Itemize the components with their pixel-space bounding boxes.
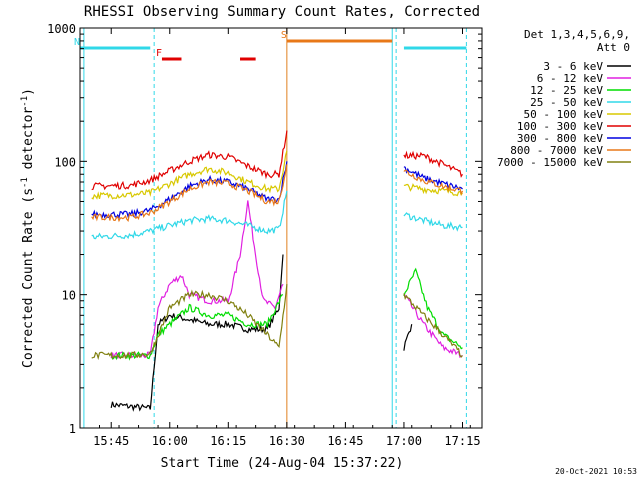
- series-line: [403, 150, 464, 178]
- legend-label: 25 - 50 keV: [530, 96, 603, 109]
- y-axis-label-exponent-2: -1: [20, 96, 30, 107]
- series-line: [403, 293, 463, 358]
- legend-label: 100 - 300 keV: [517, 120, 603, 133]
- series-line: [91, 190, 288, 240]
- legend-detectors: Det 1,3,4,5,6,9,: [524, 28, 630, 41]
- y-axis-label-exponent-1: -1: [20, 177, 30, 188]
- y-axis-label-close: ): [21, 88, 36, 96]
- y-tick-label: 10: [62, 289, 76, 303]
- legend-label: 3 - 6 keV: [543, 60, 603, 73]
- series-line: [403, 267, 463, 350]
- legend-label: 300 - 800 keV: [517, 132, 603, 145]
- y-axis-label-main: Corrected Count Rate (s: [21, 188, 36, 368]
- x-axis-label: Start Time (24-Aug-04 15:37:22): [161, 456, 404, 471]
- series-line: [403, 169, 464, 196]
- y-axis-label-unit: detector: [21, 107, 36, 178]
- y-axis-ticks: 1 10 100 1000: [47, 22, 482, 436]
- data-series: [91, 130, 464, 412]
- series-line: [403, 324, 413, 351]
- legend-attenuator: Att 0: [597, 41, 630, 54]
- x-tick-label: 16:30: [269, 434, 305, 448]
- series-line: [403, 212, 463, 232]
- x-tick-label: 16:45: [327, 434, 363, 448]
- y-tick-label: 1000: [47, 22, 76, 36]
- x-tick-label: 16:00: [152, 434, 188, 448]
- series-line: [403, 183, 463, 197]
- series-line: [91, 130, 288, 191]
- generated-timestamp: 20-Oct-2021 10:53: [555, 467, 637, 476]
- x-tick-label: 17:00: [386, 434, 422, 448]
- plot-area: NFS 15:45 16:00 16:15 16:30 16:45 17:00 17:15 …: [47, 22, 483, 448]
- legend-label: 6 - 12 keV: [537, 72, 604, 85]
- chart-title: RHESSI Observing Summary Count Rates, Co…: [84, 4, 480, 20]
- y-tick-label: 1: [69, 422, 76, 436]
- legend-label: 50 - 100 keV: [524, 108, 604, 121]
- series-line: [110, 254, 284, 412]
- flag-bars: N F S: [74, 30, 467, 61]
- legend-label: 800 - 7000 keV: [510, 144, 603, 157]
- legend-label: 12 - 25 keV: [530, 84, 603, 97]
- x-tick-label: 17:15: [444, 434, 480, 448]
- legend-label: 7000 - 15000 keV: [497, 156, 603, 169]
- vertical-markers: [83, 28, 467, 428]
- series-line: [403, 293, 463, 358]
- series-line: [91, 150, 288, 200]
- series-line: [91, 284, 288, 361]
- flag-label-f: F: [156, 48, 162, 59]
- y-tick-label: 100: [54, 155, 76, 169]
- x-tick-label: 15:45: [93, 434, 129, 448]
- plot-frame: [79, 27, 483, 429]
- x-tick-label: 16:15: [210, 434, 246, 448]
- series-line: [91, 164, 288, 223]
- flag-label-s: S: [281, 30, 287, 41]
- flag-label-n: N: [74, 37, 80, 48]
- y-axis-label: Corrected Count Rate (s-1 detector-1): [20, 88, 36, 368]
- x-axis-ticks: 15:45 16:00 16:15 16:30 16:45 17:00 17:15: [79, 28, 481, 448]
- series-line: [110, 294, 284, 361]
